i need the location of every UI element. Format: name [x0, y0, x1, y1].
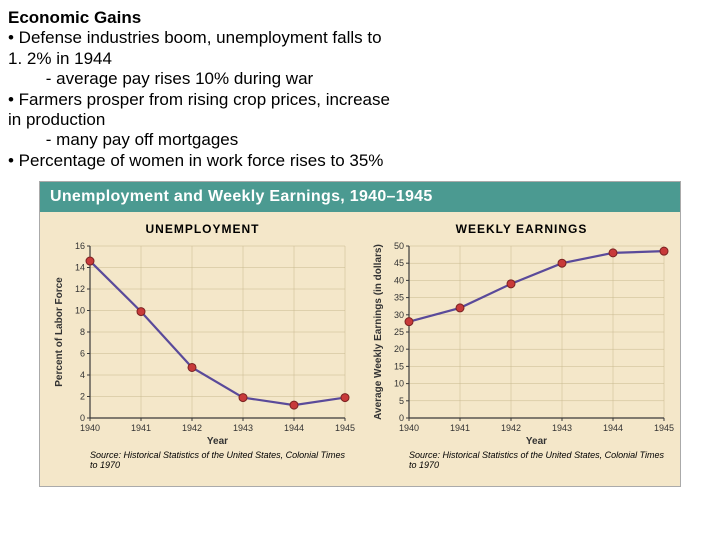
svg-text:15: 15 — [394, 362, 404, 372]
svg-text:1944: 1944 — [284, 423, 304, 433]
earnings-title: WEEKLY EARNINGS — [369, 222, 674, 236]
svg-text:1945: 1945 — [654, 423, 674, 433]
unemployment-source: Source: Historical Statistics of the Uni… — [50, 448, 355, 476]
svg-text:8: 8 — [80, 327, 85, 337]
svg-text:14: 14 — [75, 263, 85, 273]
svg-text:2: 2 — [80, 392, 85, 402]
bullet-line-3: • Farmers prosper from rising crop price… — [8, 90, 712, 110]
svg-text:5: 5 — [399, 396, 404, 406]
svg-text:1940: 1940 — [80, 423, 100, 433]
svg-text:20: 20 — [394, 344, 404, 354]
bullet-line-2: - average pay rises 10% during war — [8, 69, 712, 89]
text-block: Economic Gains • Defense industries boom… — [8, 8, 712, 171]
svg-text:Percent of Labor Force: Percent of Labor Force — [54, 277, 65, 387]
unemployment-panel: UNEMPLOYMENT 0 2 4 6 8 10 12 14 16 1940 1941 1942 19… — [46, 218, 359, 480]
svg-text:0: 0 — [80, 413, 85, 423]
svg-text:1943: 1943 — [233, 423, 253, 433]
chart-banner: Unemployment and Weekly Earnings, 1940–1… — [40, 182, 680, 212]
bullet-line-6: • Percentage of women in work force rise… — [8, 151, 712, 171]
svg-text:10: 10 — [75, 306, 85, 316]
bullet-line-1: 1. 2% in 1944 — [8, 49, 712, 69]
earnings-panel: WEEKLY EARNINGS 0 5 10 15 20 25 30 35 40 45 50 1940… — [365, 218, 678, 480]
svg-text:35: 35 — [394, 293, 404, 303]
svg-text:Average Weekly Earnings (in do: Average Weekly Earnings (in dollars) — [373, 244, 384, 420]
banner-text: Unemployment and Weekly Earnings, 1940–1… — [50, 188, 433, 205]
earnings-chart: 0 5 10 15 20 25 30 35 40 45 50 1940 1941 1942 1943 1944… — [369, 238, 674, 448]
svg-text:0: 0 — [399, 413, 404, 423]
bullet-line-5: - many pay off mortgages — [8, 130, 712, 150]
svg-text:1943: 1943 — [552, 423, 572, 433]
earnings-source: Source: Historical Statistics of the Uni… — [369, 448, 674, 476]
svg-text:4: 4 — [80, 370, 85, 380]
chart-container: Unemployment and Weekly Earnings, 1940–1… — [39, 181, 681, 487]
svg-text:30: 30 — [394, 310, 404, 320]
svg-text:1942: 1942 — [182, 423, 202, 433]
svg-text:16: 16 — [75, 241, 85, 251]
bullet-line-4: in production — [8, 110, 712, 130]
svg-text:1940: 1940 — [399, 423, 419, 433]
svg-text:1944: 1944 — [603, 423, 623, 433]
svg-text:Year: Year — [207, 436, 228, 447]
svg-text:1942: 1942 — [501, 423, 521, 433]
svg-text:50: 50 — [394, 241, 404, 251]
unemployment-title: UNEMPLOYMENT — [50, 222, 355, 236]
svg-text:Year: Year — [526, 436, 547, 447]
svg-text:25: 25 — [394, 327, 404, 337]
svg-text:1945: 1945 — [335, 423, 355, 433]
svg-text:1941: 1941 — [450, 423, 470, 433]
svg-text:6: 6 — [80, 349, 85, 359]
bullet-line-0: • Defense industries boom, unemployment … — [8, 28, 712, 48]
svg-text:45: 45 — [394, 258, 404, 268]
page-title: Economic Gains — [8, 8, 712, 28]
svg-text:1941: 1941 — [131, 423, 151, 433]
svg-text:10: 10 — [394, 379, 404, 389]
svg-text:12: 12 — [75, 284, 85, 294]
unemployment-chart: 0 2 4 6 8 10 12 14 16 1940 1941 1942 1943 1944 1945 Yea… — [50, 238, 355, 448]
svg-text:40: 40 — [394, 276, 404, 286]
